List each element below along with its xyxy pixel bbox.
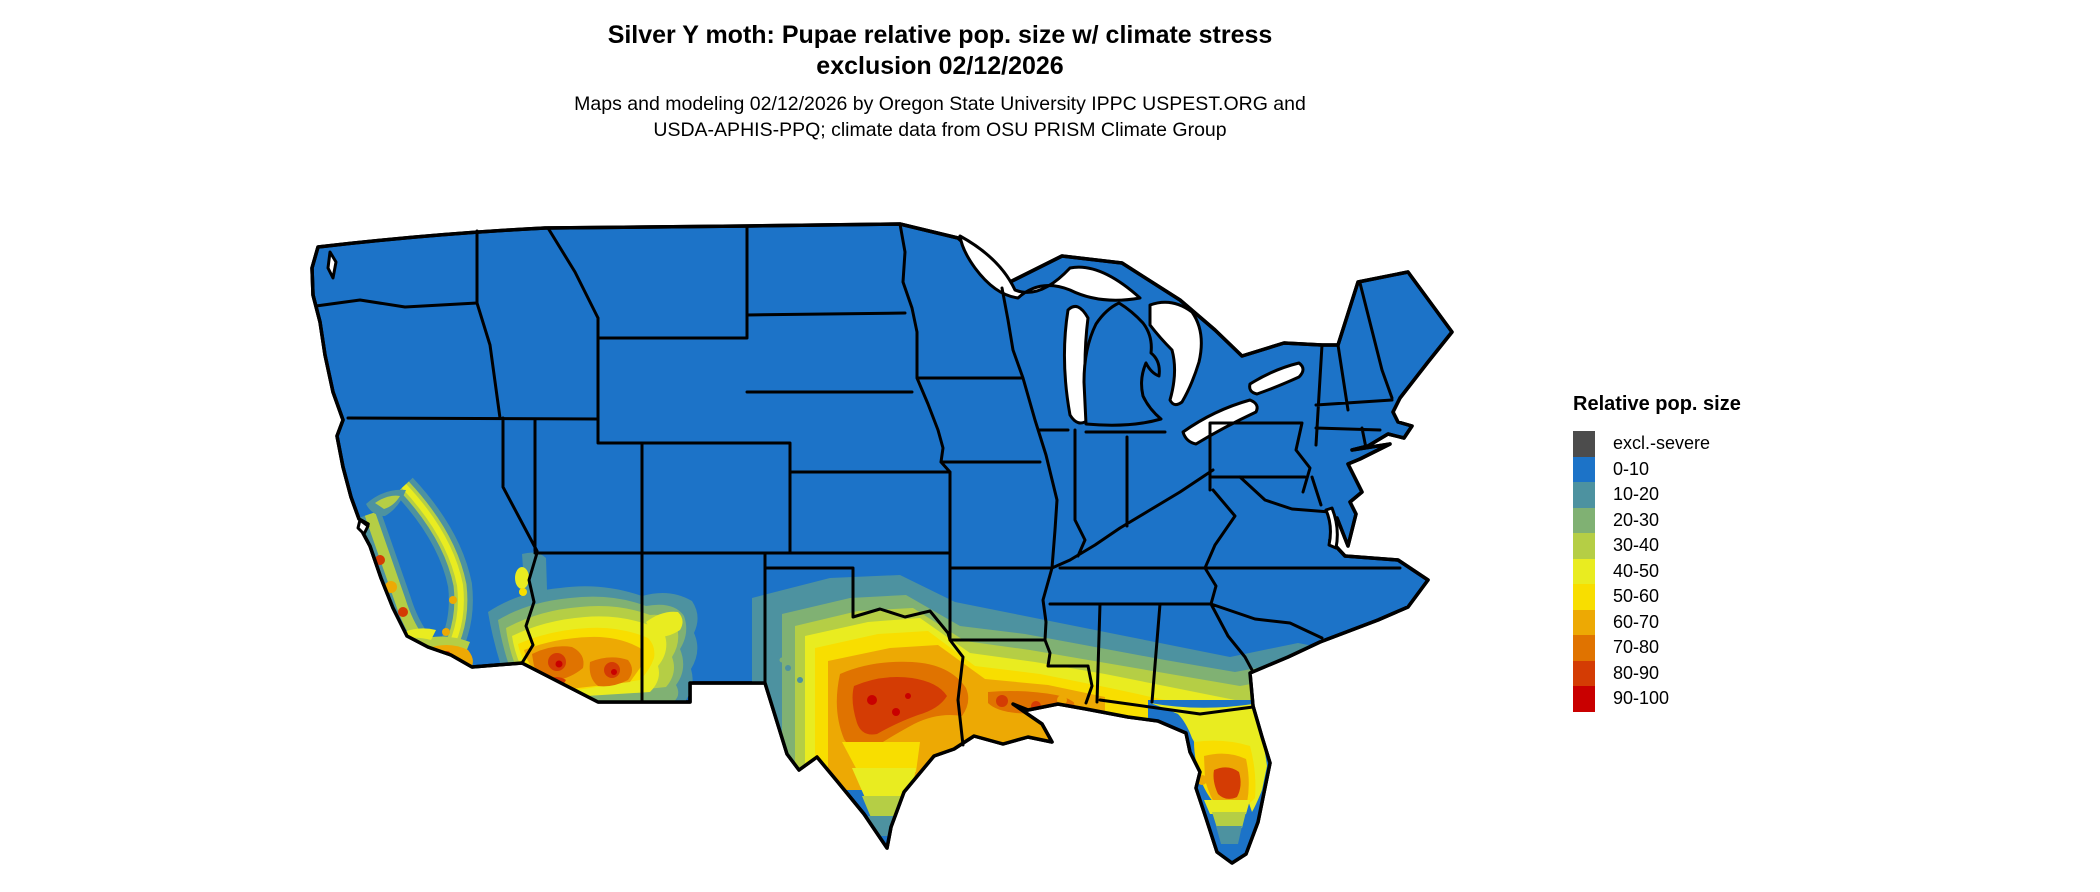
legend-swatch <box>1573 660 1595 686</box>
legend-label: 70-80 <box>1613 637 1660 657</box>
us-coastline <box>310 222 1454 865</box>
legend-label: 60-70 <box>1613 611 1660 632</box>
legend-swatch <box>1573 584 1595 610</box>
legend-swatch <box>1573 507 1595 533</box>
legend-item: 20-30 <box>1573 507 1741 533</box>
legend-swatch <box>1573 482 1595 508</box>
legend-label: 10-20 <box>1613 484 1660 504</box>
legend-label: 20-30 <box>1613 509 1660 530</box>
legend-item: excl.-severe <box>1573 431 1741 457</box>
legend-swatch <box>1573 609 1595 635</box>
legend-item: 50-60 <box>1573 584 1741 610</box>
great-lakes <box>958 234 1305 446</box>
legend-item: 70-80 <box>1573 635 1741 661</box>
legend-label: excl.-severe <box>1613 433 1711 453</box>
legend-items: excl.-severe 0-10 10-20 20-30 30-40 40-50 50-6… <box>1573 431 1741 712</box>
state-borders <box>314 222 1402 747</box>
chesapeake-bay <box>1324 506 1339 550</box>
map-title-line1: Silver Y moth: Pupae relative pop. size … <box>607 21 1273 49</box>
water-notches <box>326 250 1339 550</box>
legend-item: 0-10 <box>1573 456 1741 482</box>
lake-superior <box>958 234 1142 302</box>
legend-label: 0-10 <box>1613 458 1650 479</box>
legend-label: 50-60 <box>1613 586 1660 606</box>
legend-swatch <box>1573 456 1595 482</box>
legend-item: 10-20 <box>1573 482 1741 508</box>
san-francisco-bay <box>356 518 370 536</box>
lake-huron <box>1148 300 1203 407</box>
map-subtitle-line2: USDA-APHIS-PPQ; climate data from OSU PR… <box>653 119 1227 141</box>
lake-ontario <box>1248 361 1305 396</box>
legend-item: 60-70 <box>1573 609 1741 635</box>
legend-label: 30-40 <box>1613 535 1660 555</box>
legend-label: 40-50 <box>1613 560 1660 581</box>
legend-item: 80-90 <box>1573 660 1741 686</box>
legend-title: Relative pop. size <box>1573 393 1741 415</box>
legend-swatch <box>1573 635 1595 661</box>
legend-item: 90-100 <box>1573 686 1741 712</box>
michigan-mitten <box>1082 301 1163 427</box>
legend-label: 80-90 <box>1613 662 1660 683</box>
legend-label: 90-100 <box>1613 688 1670 708</box>
legend-item: 30-40 <box>1573 533 1741 559</box>
legend-swatch <box>1573 558 1595 584</box>
puget-sound <box>326 250 338 280</box>
map-title-line2: exclusion 02/12/2026 <box>816 52 1064 80</box>
legend-swatch <box>1573 533 1595 559</box>
map-title: Silver Y moth: Pupae relative pop. size … <box>608 20 1273 82</box>
map-subtitle-line1: Maps and modeling 02/12/2026 by Oregon S… <box>574 93 1306 115</box>
legend-item: 40-50 <box>1573 558 1741 584</box>
legend-swatch <box>1573 686 1595 712</box>
legend: Relative pop. size excl.-severe 0-10 10-20… <box>1573 392 1741 712</box>
map-subtitle: Maps and modeling 02/12/2026 by Oregon S… <box>574 91 1306 143</box>
legend-swatch <box>1573 431 1595 457</box>
